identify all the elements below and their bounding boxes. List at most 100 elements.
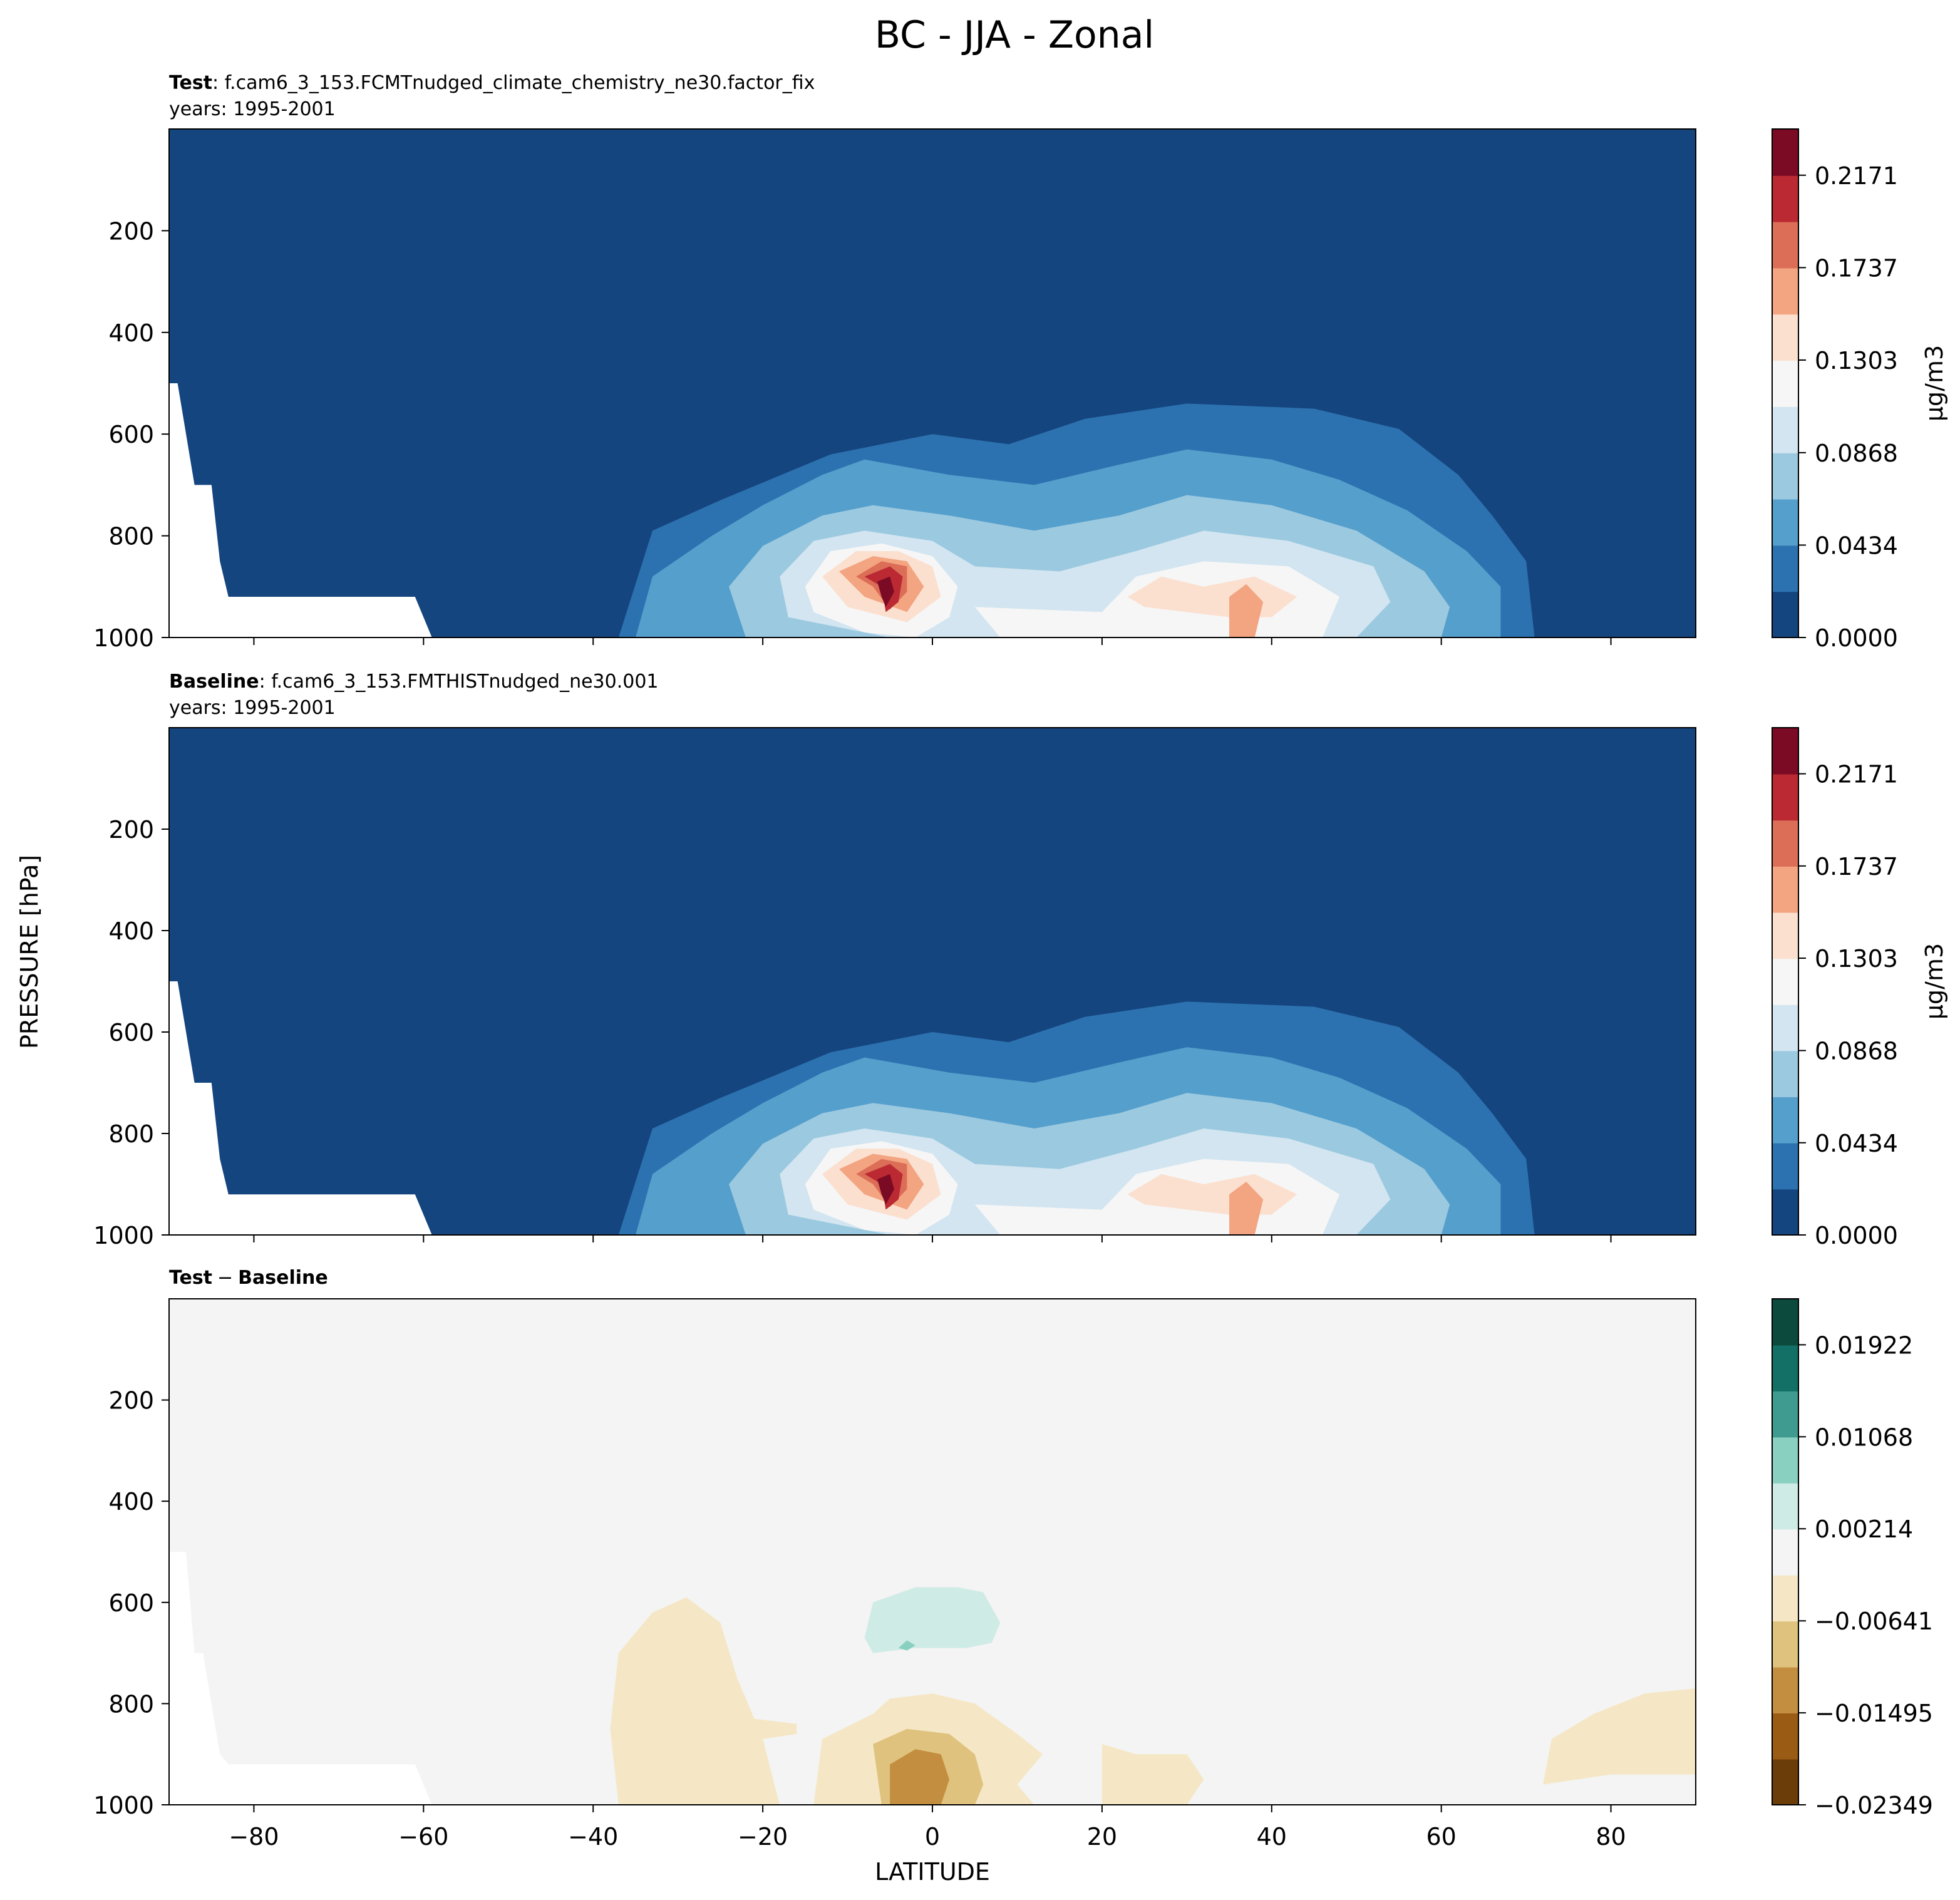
y-tick-label: 600 — [108, 1019, 154, 1046]
y-tick-label: 200 — [108, 1387, 154, 1415]
title-part: Test — [169, 1267, 212, 1289]
contour-region — [864, 1587, 1001, 1653]
colorbar-tick-label: 0.0434 — [1815, 532, 1898, 559]
contour-region — [898, 1640, 916, 1651]
colorbar-band — [1772, 1529, 1798, 1576]
contour-region — [1543, 1688, 1696, 1785]
y-tick-label: 1000 — [93, 1222, 154, 1249]
colorbar-band — [1772, 360, 1798, 407]
y-tick-label: 200 — [108, 217, 154, 245]
colorbar-band — [1772, 406, 1798, 453]
contour-region — [169, 981, 432, 1235]
x-tick-label: 0 — [925, 1823, 940, 1851]
colorbar-band — [1772, 728, 1798, 775]
contour-region — [1101, 1744, 1204, 1805]
colorbar-frame — [1772, 1298, 1799, 1805]
contour-region — [1229, 1182, 1264, 1235]
x-tick-label: −80 — [229, 1823, 279, 1851]
colorbar-band — [1772, 175, 1798, 222]
colorbar-frame — [1772, 727, 1799, 1236]
colorbar-tick-label: 0.1303 — [1815, 945, 1898, 973]
panel-subtitle: years: 1995-2001 — [169, 697, 336, 719]
y-tick-label: 600 — [108, 1589, 154, 1617]
colorbar-band — [1772, 958, 1798, 1005]
colorbar-frame — [1772, 128, 1799, 638]
colorbar-tick-label: 0.0000 — [1815, 1222, 1898, 1249]
title-part: : f.cam6_3_153.FCMTnudged_climate_chemis… — [212, 72, 815, 94]
y-tick-label: 400 — [108, 917, 154, 945]
title-part: : f.cam6_3_153.FMTHISTnudged_ne30.001 — [259, 671, 659, 693]
panel-title: Baseline: f.cam6_3_153.FMTHISTnudged_ne3… — [169, 671, 659, 693]
colorbar-band — [1772, 1299, 1798, 1346]
contour-region — [877, 576, 894, 607]
contour-region — [1229, 584, 1264, 638]
colorbar-tick-label: 0.1737 — [1815, 254, 1898, 282]
colorbar-label: μg/m3 — [1921, 943, 1948, 1020]
contour-region — [877, 1174, 894, 1205]
colorbar-tick-label: −0.01495 — [1815, 1700, 1933, 1727]
colorbar-band — [1772, 591, 1798, 638]
x-axis-label: LATITUDE — [875, 1858, 990, 1886]
colorbar-tick-label: 0.01922 — [1815, 1331, 1913, 1359]
y-tick-label: 200 — [108, 816, 154, 844]
x-tick-label: 60 — [1426, 1823, 1456, 1851]
contour-region — [169, 1552, 432, 1805]
colorbar-band — [1772, 452, 1798, 500]
colorbar-tick-label: −0.02349 — [1815, 1792, 1933, 1819]
panel-title: Test: f.cam6_3_153.FCMTnudged_climate_ch… — [169, 72, 815, 94]
y-tick-label: 800 — [108, 1690, 154, 1718]
colorbar-band — [1772, 545, 1798, 592]
colorbar-band — [1772, 1004, 1798, 1051]
figure-title: BC - JJA - Zonal — [875, 13, 1154, 57]
y-tick-label: 400 — [108, 319, 154, 347]
colorbar-band — [1772, 1482, 1798, 1530]
title-part: Test — [169, 72, 212, 94]
colorbar-label: μg/m3 — [1921, 345, 1948, 421]
x-tick-label: −60 — [398, 1823, 448, 1851]
colorbar-band — [1772, 773, 1798, 821]
y-tick-label: 600 — [108, 421, 154, 448]
colorbar-tick-label: 0.0868 — [1815, 1038, 1898, 1065]
colorbar-band — [1772, 267, 1798, 315]
colorbar-band — [1772, 1713, 1798, 1760]
contour-region — [890, 1749, 949, 1805]
colorbar-band — [1772, 865, 1798, 913]
colorbar-tick-label: 0.1737 — [1815, 853, 1898, 880]
colorbar-band — [1772, 1574, 1798, 1622]
colorbar-tick-label: 0.0000 — [1815, 624, 1898, 652]
y-tick-label: 800 — [108, 523, 154, 550]
colorbar-band — [1772, 1437, 1798, 1484]
colorbar-tick-label: 0.0434 — [1815, 1130, 1898, 1157]
x-tick-label: 20 — [1087, 1823, 1117, 1851]
title-part: − — [217, 1267, 233, 1289]
colorbar-tick-label: 0.00214 — [1815, 1515, 1913, 1543]
y-axis-label: PRESSURE [hPa] — [16, 855, 43, 1049]
x-tick-label: 80 — [1596, 1823, 1626, 1851]
colorbar-tick-label: 0.2171 — [1815, 162, 1898, 190]
colorbar-band — [1772, 1390, 1798, 1438]
colorbar-band — [1772, 1050, 1798, 1098]
contour-region — [169, 383, 432, 638]
colorbar-band — [1772, 129, 1798, 176]
colorbar-tick-label: 0.2171 — [1815, 761, 1898, 788]
colorbar-tick-label: −0.00641 — [1815, 1608, 1933, 1635]
colorbar-band — [1772, 314, 1798, 361]
x-tick-label: 40 — [1257, 1823, 1287, 1851]
colorbar-band — [1772, 1666, 1798, 1714]
y-tick-label: 1000 — [93, 624, 154, 652]
y-tick-label: 400 — [108, 1488, 154, 1515]
y-tick-label: 1000 — [93, 1792, 154, 1819]
x-tick-label: −20 — [738, 1823, 788, 1851]
colorbar-tick-label: 0.1303 — [1815, 347, 1898, 374]
colorbar-band — [1772, 820, 1798, 867]
colorbar-band — [1772, 1345, 1798, 1391]
title-part: Baseline — [238, 1267, 328, 1289]
panel-subtitle: years: 1995-2001 — [169, 98, 336, 120]
title-part: Baseline — [169, 671, 259, 693]
colorbar-band — [1772, 912, 1798, 959]
colorbar-band — [1772, 1758, 1798, 1805]
colorbar-band — [1772, 1621, 1798, 1668]
colorbar-band — [1772, 1097, 1798, 1144]
